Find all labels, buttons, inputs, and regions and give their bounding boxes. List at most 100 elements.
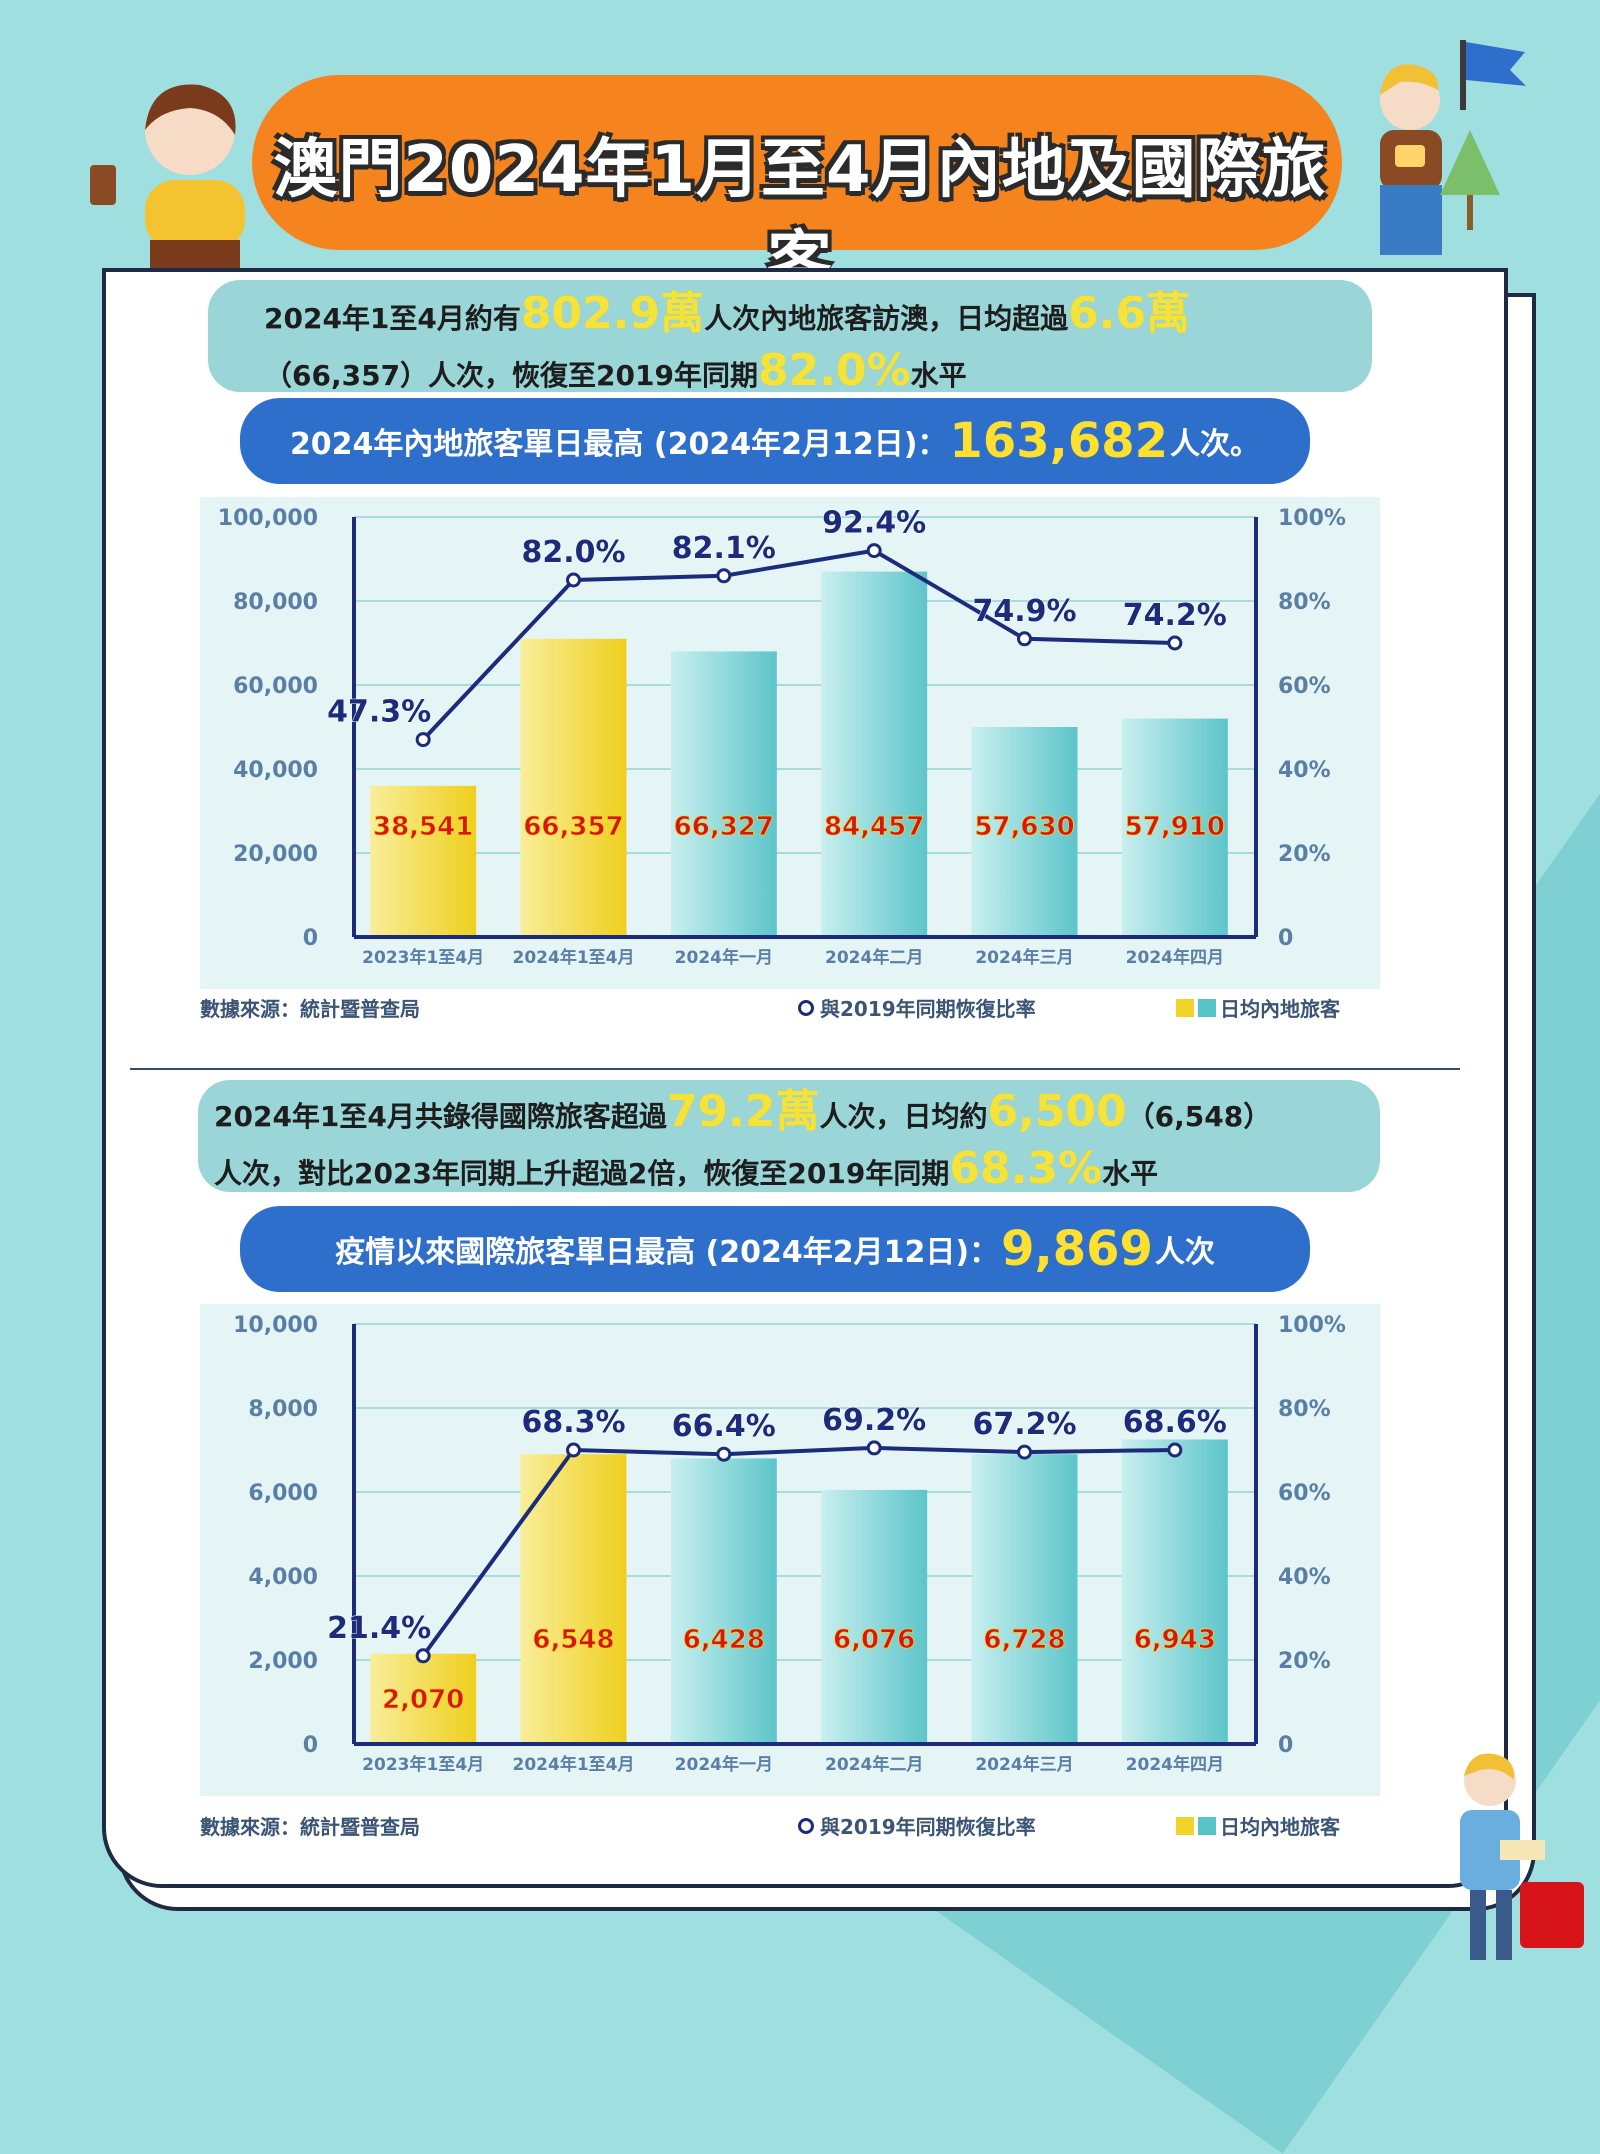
legend-line-label: 與2019年同期恢復比率 — [820, 1815, 1036, 1839]
section-divider — [130, 1068, 1460, 1070]
bar-value-label: 38,541 — [373, 812, 473, 842]
mainland-peak-banner: 2024年內地旅客單日最高 (2024年2月12日)： 163,682 人次。 — [240, 398, 1310, 484]
bar — [1121, 1439, 1228, 1744]
y-right-tick-label: 60% — [1278, 1481, 1331, 1506]
legend-bar-label: 日均內地旅客 — [1220, 1815, 1340, 1839]
summary-text: （6,548） — [1126, 1100, 1272, 1133]
summary-highlight: 6,500 — [987, 1086, 1127, 1137]
legend-line-label: 與2019年同期恢復比率 — [820, 997, 1036, 1021]
recovery-label: 68.6% — [1123, 1405, 1227, 1440]
summary-text: 2024年1至4月約有 — [264, 302, 521, 335]
legend-circle-icon — [798, 1817, 814, 1834]
recovery-point — [566, 572, 581, 588]
x-tick-label: 2024年四月 — [1126, 947, 1224, 968]
bar-value-label: 6,943 — [1134, 1625, 1216, 1655]
y-left-tick-label: 80,000 — [233, 590, 318, 615]
bar-value-label: 6,428 — [683, 1625, 765, 1655]
y-left-tick-label: 20,000 — [233, 842, 318, 867]
tree-icon — [1440, 130, 1500, 230]
y-right-tick-label: 80% — [1278, 590, 1331, 615]
y-right-tick-label: 40% — [1278, 1565, 1331, 1590]
recovery-label: 82.0% — [521, 535, 625, 570]
summary-highlight: 802.9萬 — [520, 288, 705, 339]
y-left-tick-label: 6,000 — [248, 1481, 318, 1506]
y-right-tick-label: 40% — [1278, 758, 1331, 783]
peak-label: 疫情以來國際旅客單日最高 (2024年2月12日)： — [335, 1235, 1000, 1270]
recovery-point — [415, 732, 431, 748]
recovery-label: 92.4% — [822, 506, 926, 541]
legend-yellow-square-icon — [1176, 1816, 1194, 1835]
data-source: 數據來源：統計暨普查局 — [200, 997, 420, 1021]
x-tick-label: 2024年三月 — [975, 1754, 1073, 1775]
recovery-label: 82.1% — [672, 531, 776, 566]
bar-value-label: 84,457 — [824, 812, 924, 842]
bar-value-label: 57,630 — [974, 812, 1074, 842]
bar-value-label: 6,728 — [983, 1625, 1065, 1655]
summary-text: 2024年1至4月共錄得國際旅客超過 — [214, 1100, 667, 1133]
y-left-tick-label: 0 — [303, 1733, 318, 1758]
y-right-tick-label: 0 — [1278, 926, 1293, 951]
international-peak-banner: 疫情以來國際旅客單日最高 (2024年2月12日)： 9,869 人次 — [240, 1206, 1310, 1292]
x-tick-label: 2024年四月 — [1126, 1754, 1224, 1775]
bar — [520, 1454, 627, 1744]
recovery-point — [415, 1648, 431, 1664]
bar-value-label: 66,327 — [674, 812, 774, 842]
bar-value-label: 6,076 — [833, 1625, 915, 1655]
title-banner — [252, 75, 1342, 250]
bar — [670, 1458, 777, 1744]
mainland-summary: 2024年1至4月約有802.9萬人次內地旅客訪澳，日均超過6.6萬 （66,3… — [208, 280, 1372, 396]
summary-text: 水平 — [910, 359, 967, 392]
y-left-tick-label: 2,000 — [248, 1649, 318, 1674]
x-tick-label: 2024年二月 — [825, 1754, 923, 1775]
recovery-point — [716, 568, 732, 584]
recovery-point — [1167, 1442, 1183, 1458]
x-tick-label: 2023年1至4月 — [362, 947, 484, 968]
page-title: 澳門2024年1月至4月內地及國際旅客 — [273, 133, 1327, 299]
y-left-tick-label: 40,000 — [233, 758, 318, 783]
recovery-point — [566, 1442, 581, 1458]
y-right-tick-label: 20% — [1278, 1649, 1331, 1674]
bar — [1121, 718, 1228, 937]
bar — [520, 638, 627, 937]
summary-highlight: 68.3% — [949, 1143, 1103, 1194]
recovery-point — [1167, 635, 1183, 651]
peak-value: 9,869 — [1001, 1221, 1153, 1277]
mainland-chart: 0 0 20,000 20% 40,000 40% 60,000 60% 80,000 80% 10… — [218, 505, 1346, 968]
x-tick-label: 2024年1至4月 — [513, 947, 635, 968]
recovery-point — [1017, 631, 1032, 647]
x-tick-label: 2024年一月 — [675, 947, 773, 968]
x-tick-label: 2024年二月 — [825, 947, 923, 968]
recovery-label: 21.4% — [327, 1611, 431, 1646]
recovery-point — [866, 1440, 882, 1456]
y-left-tick-label: 60,000 — [233, 674, 318, 699]
summary-highlight: 79.2萬 — [666, 1086, 820, 1137]
bar — [971, 1454, 1078, 1744]
x-tick-label: 2024年一月 — [675, 1754, 773, 1775]
y-left-tick-label: 100,000 — [218, 506, 318, 531]
summary-highlight: 82.0% — [757, 345, 911, 396]
legend-cyan-square-icon — [1198, 998, 1216, 1017]
legend-bar: 日均內地旅客 — [1176, 993, 1340, 1022]
y-right-tick-label: 100% — [1278, 1313, 1346, 1338]
international-chart: 0 0 2,000 20% 4,000 40% 6,000 60% 8,000 80% 10,000… — [233, 1313, 1346, 1775]
reader-illustration — [1460, 1753, 1545, 1960]
summary-text: 人次內地旅客訪澳，日均超過 — [704, 302, 1069, 335]
legend-line: 與2019年同期恢復比率 — [798, 1811, 1036, 1840]
recovery-line — [421, 1445, 1175, 1657]
international-summary: 2024年1至4月共錄得國際旅客超過79.2萬人次，日均約6,500（6,548… — [198, 1080, 1380, 1194]
y-right-tick-label: 0 — [1278, 1733, 1293, 1758]
bar — [821, 1489, 928, 1744]
summary-highlight: 6.6萬 — [1068, 288, 1191, 339]
summary-text: 人次，日均約 — [819, 1100, 988, 1133]
recovery-label: 47.3% — [327, 695, 431, 730]
bar — [370, 1653, 477, 1744]
peak-label: 2024年內地旅客單日最高 (2024年2月12日)： — [289, 427, 948, 462]
y-left-tick-label: 8,000 — [248, 1397, 318, 1422]
recovery-label: 74.2% — [1123, 598, 1227, 633]
legend-bar: 日均內地旅客 — [1176, 1811, 1340, 1840]
y-right-tick-label: 60% — [1278, 674, 1331, 699]
x-tick-label: 2024年1至4月 — [513, 1754, 635, 1775]
legend-line: 與2019年同期恢復比率 — [798, 993, 1036, 1022]
recovery-label: 74.9% — [972, 594, 1076, 629]
bar — [821, 571, 928, 937]
